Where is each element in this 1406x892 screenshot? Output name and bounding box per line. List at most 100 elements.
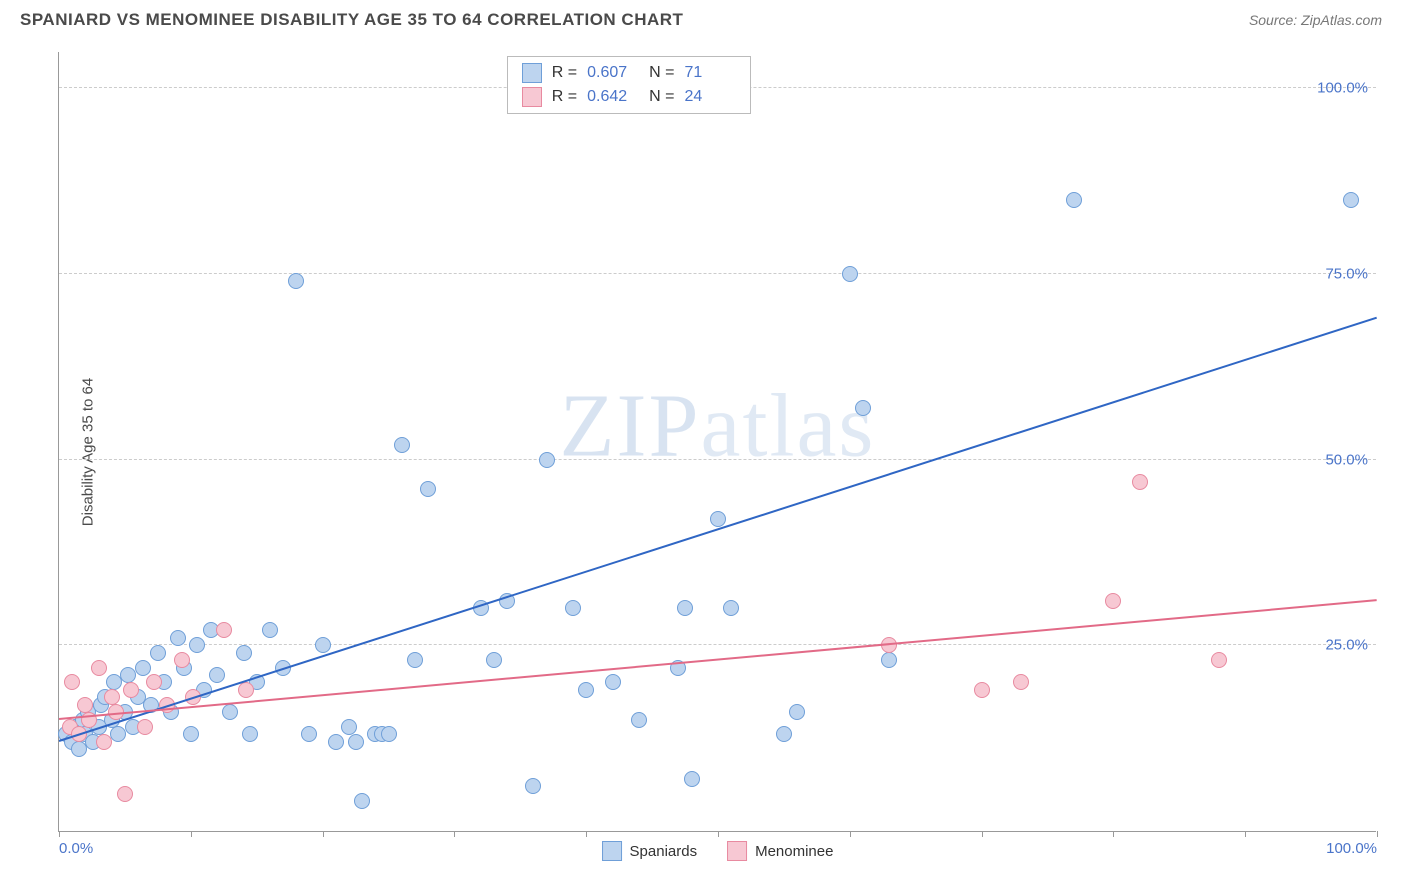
legend-label: Menominee xyxy=(755,843,833,860)
scatter-point xyxy=(855,400,871,416)
stat-r-label: R = xyxy=(552,64,577,82)
scatter-point xyxy=(578,682,594,698)
legend-item: Menominee xyxy=(727,841,833,861)
stat-n-label: N = xyxy=(649,64,674,82)
scatter-point xyxy=(1211,652,1227,668)
x-tick xyxy=(323,831,324,837)
x-tick xyxy=(850,831,851,837)
y-tick-label: 75.0% xyxy=(1325,265,1368,282)
source-label: Source: ZipAtlas.com xyxy=(1249,12,1382,28)
scatter-point xyxy=(137,719,153,735)
scatter-point xyxy=(381,726,397,742)
stat-n-value: 71 xyxy=(684,64,736,82)
scatter-point xyxy=(1105,593,1121,609)
scatter-point xyxy=(881,652,897,668)
y-tick-label: 100.0% xyxy=(1317,80,1368,97)
x-tick-label: 0.0% xyxy=(59,840,93,857)
scatter-point xyxy=(341,719,357,735)
x-tick xyxy=(1245,831,1246,837)
watermark: ZIPatlas xyxy=(560,374,876,477)
scatter-point xyxy=(216,622,232,638)
x-tick xyxy=(982,831,983,837)
legend-swatch xyxy=(727,841,747,861)
scatter-point xyxy=(842,266,858,282)
legend-label: Spaniards xyxy=(630,843,698,860)
gridline xyxy=(59,273,1376,274)
scatter-point xyxy=(91,660,107,676)
scatter-point xyxy=(684,771,700,787)
scatter-point xyxy=(1343,192,1359,208)
stat-r-value: 0.642 xyxy=(587,88,639,106)
scatter-point xyxy=(486,652,502,668)
scatter-point xyxy=(183,726,199,742)
stat-r-label: R = xyxy=(552,88,577,106)
stat-r-value: 0.607 xyxy=(587,64,639,82)
scatter-point xyxy=(77,697,93,713)
scatter-point xyxy=(146,674,162,690)
scatter-point xyxy=(288,273,304,289)
trend-line xyxy=(59,599,1377,720)
scatter-point xyxy=(1066,192,1082,208)
scatter-point xyxy=(328,734,344,750)
plot-area: ZIPatlas 25.0%50.0%75.0%100.0%0.0%100.0%… xyxy=(58,52,1376,832)
scatter-point xyxy=(565,600,581,616)
stats-row: R =0.642N =24 xyxy=(508,85,751,109)
scatter-point xyxy=(789,704,805,720)
chart-container: Disability Age 35 to 64 ZIPatlas 25.0%50… xyxy=(20,42,1386,862)
scatter-point xyxy=(407,652,423,668)
scatter-point xyxy=(605,674,621,690)
scatter-point xyxy=(64,674,80,690)
gridline xyxy=(59,459,1376,460)
stats-legend-box: R =0.607N =71R =0.642N =24 xyxy=(507,56,752,114)
scatter-point xyxy=(315,637,331,653)
scatter-point xyxy=(242,726,258,742)
scatter-point xyxy=(120,667,136,683)
bottom-legend: Spaniards Menominee xyxy=(602,841,834,861)
scatter-point xyxy=(776,726,792,742)
x-tick xyxy=(586,831,587,837)
legend-swatch xyxy=(522,63,542,83)
legend-item: Spaniards xyxy=(602,841,698,861)
legend-swatch xyxy=(602,841,622,861)
scatter-point xyxy=(539,452,555,468)
x-tick xyxy=(1113,831,1114,837)
scatter-point xyxy=(525,778,541,794)
y-tick-label: 25.0% xyxy=(1325,637,1368,654)
scatter-point xyxy=(420,481,436,497)
stat-n-value: 24 xyxy=(684,88,736,106)
scatter-point xyxy=(262,622,278,638)
y-tick-label: 50.0% xyxy=(1325,451,1368,468)
scatter-point xyxy=(974,682,990,698)
scatter-point xyxy=(631,712,647,728)
scatter-point xyxy=(71,741,87,757)
scatter-point xyxy=(189,637,205,653)
scatter-point xyxy=(710,511,726,527)
x-tick xyxy=(718,831,719,837)
scatter-point xyxy=(348,734,364,750)
x-tick xyxy=(454,831,455,837)
gridline xyxy=(59,644,1376,645)
x-tick xyxy=(59,831,60,837)
x-tick xyxy=(191,831,192,837)
scatter-point xyxy=(110,726,126,742)
stats-row: R = 0.607 N = 71 xyxy=(508,61,751,85)
scatter-point xyxy=(150,645,166,661)
scatter-point xyxy=(117,786,133,802)
x-tick-label: 100.0% xyxy=(1326,840,1377,857)
scatter-point xyxy=(135,660,151,676)
scatter-point xyxy=(677,600,693,616)
chart-title: SPANIARD VS MENOMINEE DISABILITY AGE 35 … xyxy=(20,10,683,30)
trend-line xyxy=(59,316,1378,741)
scatter-point xyxy=(174,652,190,668)
scatter-point xyxy=(723,600,739,616)
scatter-point xyxy=(394,437,410,453)
scatter-point xyxy=(123,682,139,698)
x-tick xyxy=(1377,831,1378,837)
scatter-point xyxy=(104,689,120,705)
scatter-point xyxy=(170,630,186,646)
scatter-point xyxy=(96,734,112,750)
scatter-point xyxy=(301,726,317,742)
scatter-point xyxy=(209,667,225,683)
scatter-point xyxy=(236,645,252,661)
scatter-point xyxy=(1132,474,1148,490)
